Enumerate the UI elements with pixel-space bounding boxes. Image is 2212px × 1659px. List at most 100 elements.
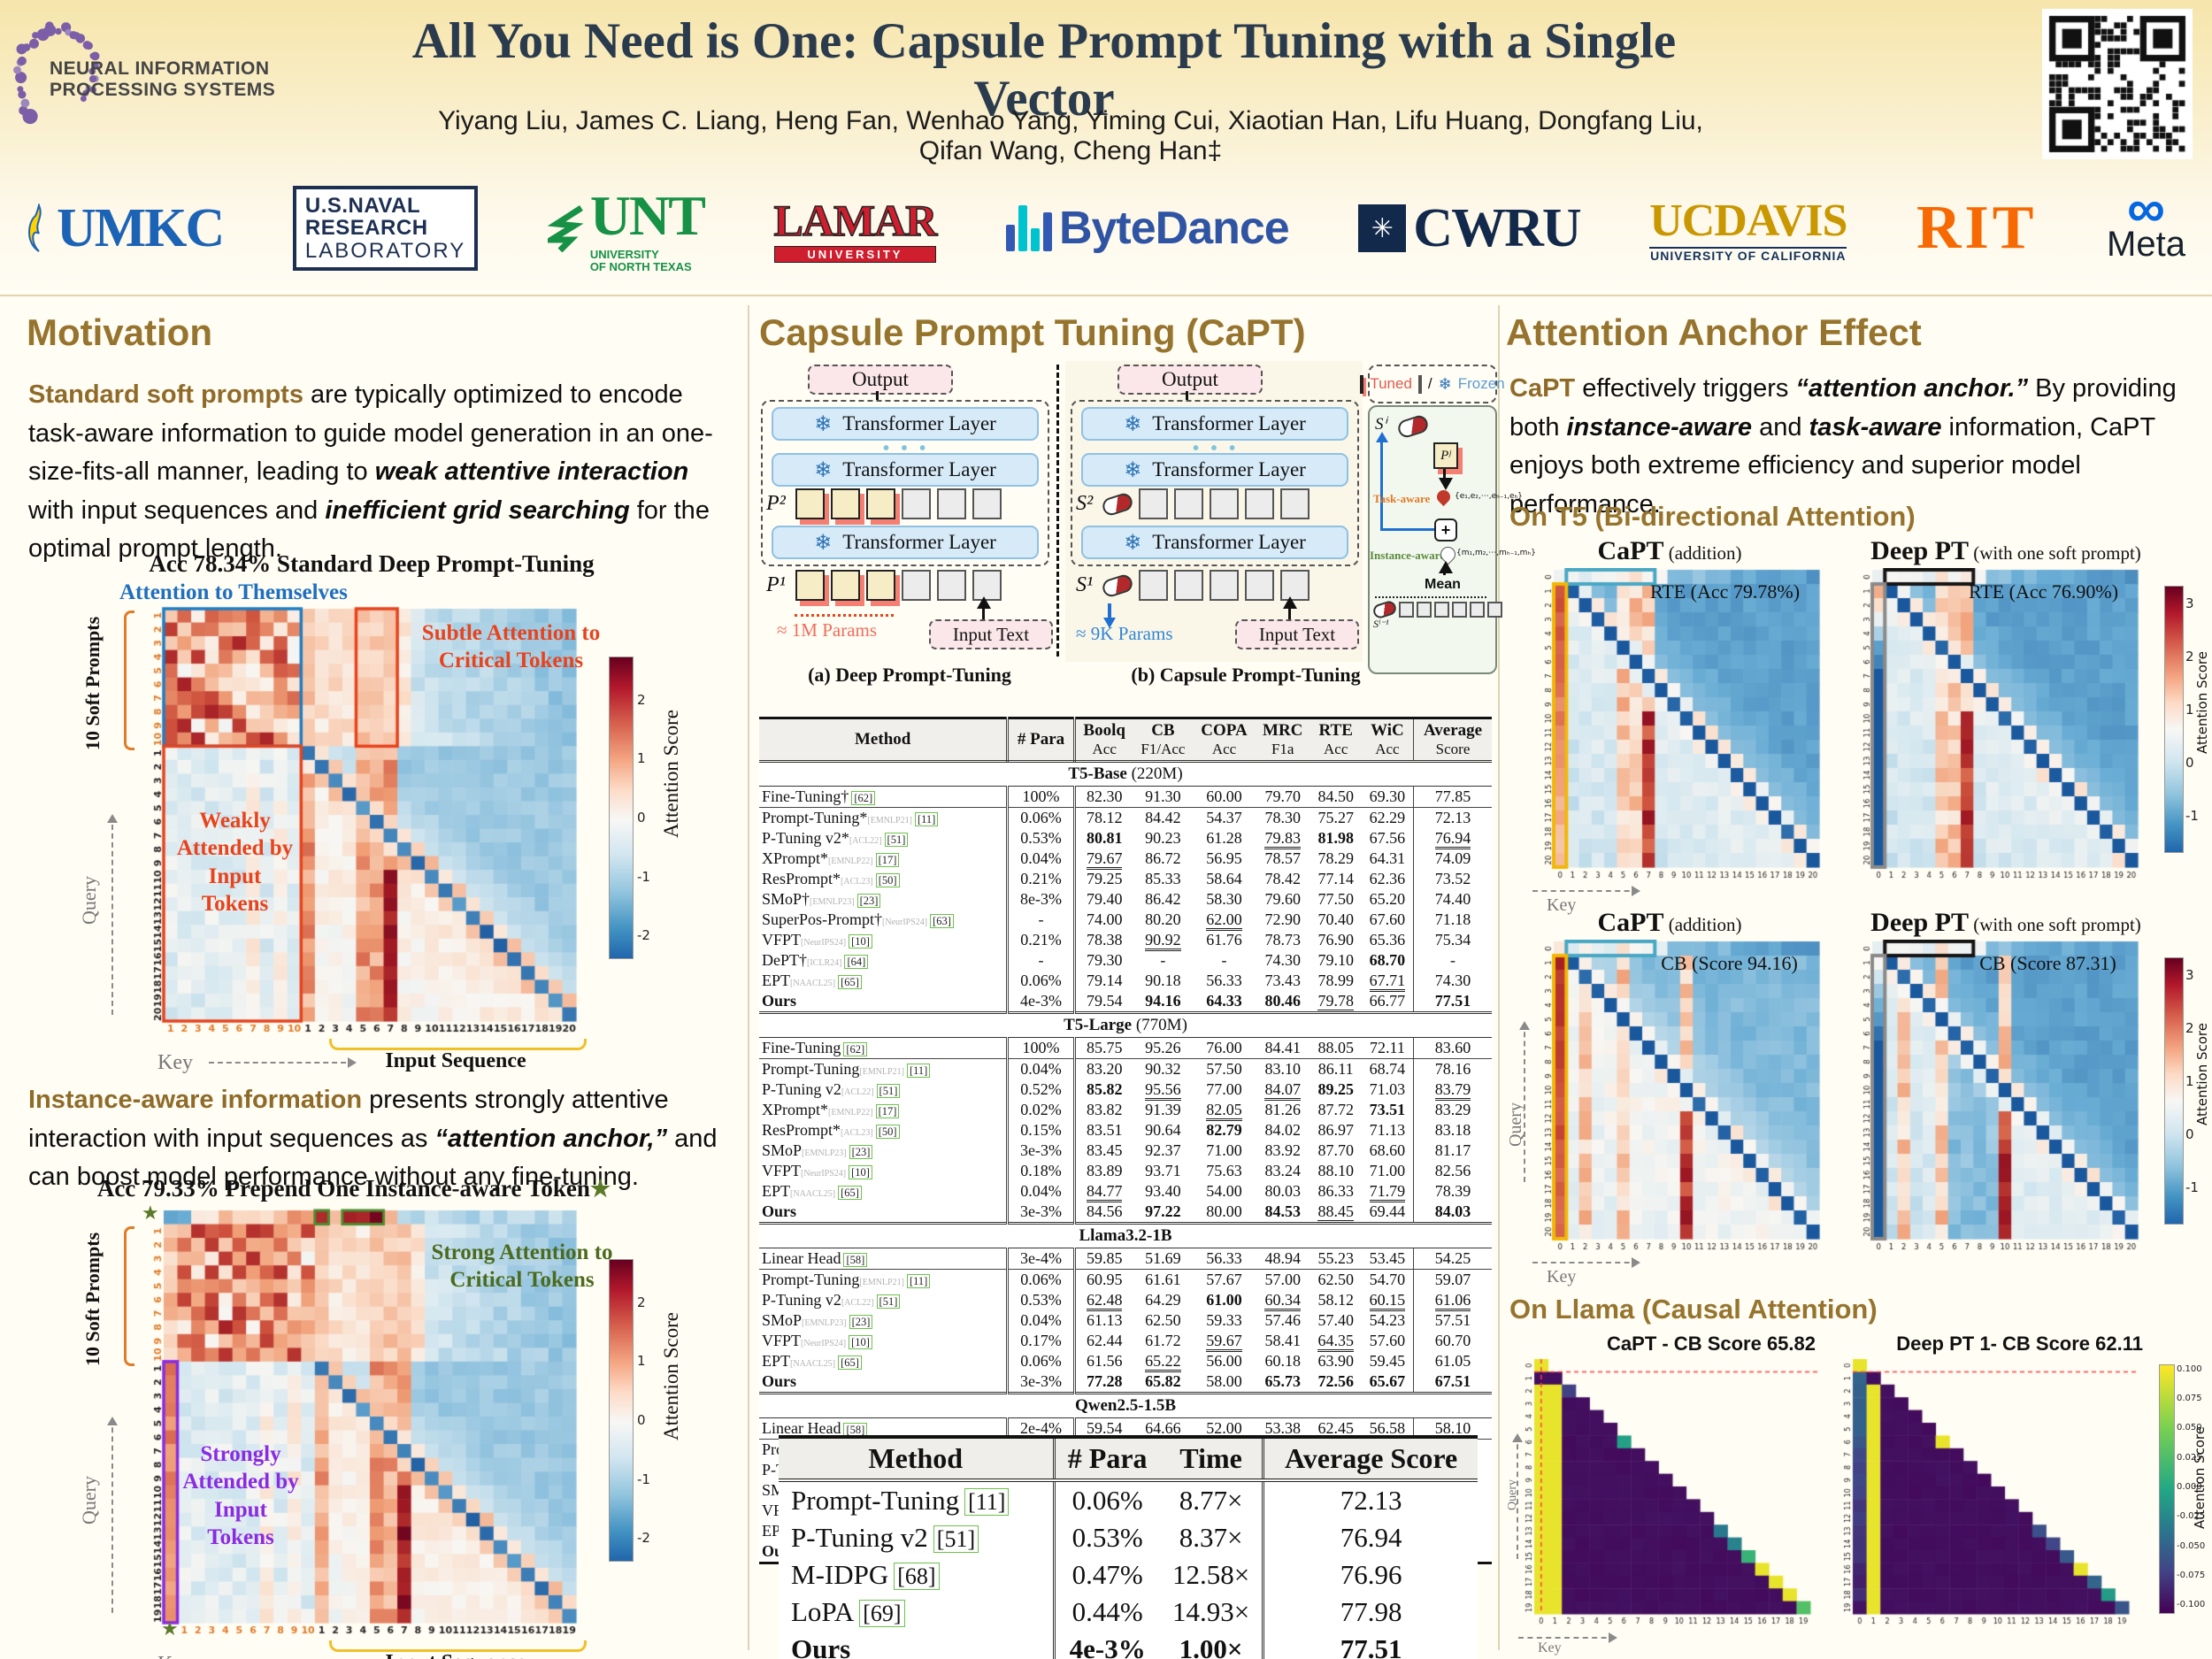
input-text-b: Input Text (1235, 619, 1359, 649)
down-arrowhead (1439, 478, 1453, 490)
tuned-token (865, 488, 895, 519)
logo-lamar: LAMAR UNIVERSITY (773, 195, 938, 263)
instance-set: {m₁,m₂,⋯,mₕ₋₁,mₕ} (1456, 549, 1536, 557)
figure2-title: Acc 79.33% Prepend One Instance-aware To… (96, 1175, 611, 1202)
colorbar-fig2 (609, 1259, 634, 1562)
params-a: ≈ 1M Params (777, 619, 878, 641)
frozen-token (1417, 602, 1432, 618)
table-row: SuperPos-Prompt†[NeurIPS24] [63] -74.00 80.… (759, 910, 1492, 931)
mean-label: Mean (1425, 577, 1461, 592)
neurips-line2: PROCESSING SYSTEMS (50, 80, 276, 101)
frozen-token (936, 570, 966, 601)
key-arrow (209, 1057, 357, 1068)
s1-token-row: S¹ (1076, 570, 1310, 601)
xlabel-key: Key (157, 1051, 193, 1074)
table-row: DePT†[ICLR24] [64] -79.30- -74.30 79.10 68.70… (759, 950, 1492, 971)
logo-umkc: UMKC (27, 197, 225, 260)
frozen-token (1139, 488, 1169, 519)
summary-table: Method # Para Time Average Score Prompt-Tuni… (779, 1435, 1478, 1659)
key-arrow-llama (1518, 1632, 1617, 1643)
table-row: ResPrompt*[ACL23] [50] 0.21% 79.25 85.33 58.6… (759, 869, 1492, 889)
table-row: Linear Head [58] 3e-4% 59.85 51.69 56.33 48.94… (759, 1248, 1492, 1270)
xlabel-key-t5b: Key (1547, 1267, 1577, 1286)
input-sequence-brace-2 (329, 1640, 587, 1652)
transformer-layer: ❄ Transformer Layer (1081, 453, 1348, 487)
table-row: Fine-Tuning [62] 100% 85.75 95.26 76.00 84.41 8… (759, 1037, 1492, 1059)
frozen-token (901, 570, 931, 601)
qr-code (2042, 9, 2193, 159)
slash: / (1427, 375, 1432, 392)
blue-connector-h (1380, 528, 1435, 531)
tuned-token (865, 570, 895, 601)
prompt-brace (124, 611, 134, 750)
tuned-token (1360, 374, 1364, 394)
table-row: Prompt-Tuning*[EMNLP21] [11] 0.06% 78.12 84.… (759, 807, 1492, 828)
meta-infinity-icon: ∞ (2127, 178, 2165, 238)
table-row: XPrompt*[EMNLP22] [17] 0.04% 79.67 86.72 56.9… (759, 849, 1492, 870)
frozen-token (1434, 602, 1449, 618)
xlabel-input-sequence-2: Input Sequence (327, 1651, 584, 1659)
motivation-heading: Motivation (27, 311, 212, 353)
capsule-flow-box (1368, 405, 1497, 674)
logo-rit: RIT (1916, 194, 2038, 262)
colorbar-t5a (2164, 586, 2184, 853)
legend-box: Tuned / ❄ Frozen (1360, 365, 1505, 403)
frozen-token (1280, 488, 1310, 519)
capsule-icon (1100, 572, 1135, 599)
input-sequence-brace (329, 1039, 587, 1050)
table-row: SMoP[EMNLP23] [23] 0.04% 61.13 62.50 59.33 57.… (759, 1310, 1492, 1331)
heatmap-dpt-cb (1851, 940, 2148, 1263)
panel-divider (1056, 365, 1059, 657)
frozen-token (1417, 374, 1422, 394)
frozen-icon: ❄ (814, 412, 833, 436)
header-divider (0, 295, 2212, 296)
heatmap-standard-pt (137, 605, 580, 1048)
ylabel-query: Query (78, 876, 100, 925)
logo-cwru: ✳ CWRU (1358, 197, 1582, 260)
frozen-token (972, 570, 1002, 601)
table-row: P-Tuning v2[ACL22] [51] 0.52% 85.82 95.56 77.… (759, 1079, 1492, 1101)
sprev-token-row (1371, 599, 1502, 620)
capsule-arrow (1108, 603, 1111, 619)
frozen-token (1245, 570, 1275, 601)
unt-eagle-icon (547, 205, 583, 252)
s1-label: S¹ (1076, 573, 1094, 596)
key-arrow-t5b (1532, 1257, 1640, 1268)
anno-weakly-attended: Weakly Attended by Input Tokens (176, 809, 294, 916)
frozen-icon: ❄ (814, 458, 833, 482)
table-row: Fine-Tuning† [62] 100% 82.30 91.30 60.00 79.70… (759, 786, 1492, 808)
ylabel-soft-prompts-2: 10 Soft Prompts (81, 1232, 104, 1366)
star-icon-col: ★ (161, 1617, 179, 1640)
s2-token-row: S² (1076, 488, 1310, 519)
colorbar-llama (2159, 1364, 2175, 1614)
s2-label: S² (1076, 492, 1094, 515)
star-icon: ★ (589, 1176, 611, 1202)
arrow-stem (1186, 391, 1188, 400)
summary-row: Ours 4e-3% 1.00× 77.51 (779, 1631, 1478, 1659)
motivation-paragraph-2: Instance-aware information presents stro… (28, 1086, 718, 1191)
colorbar-label-llama: Attention Score (2192, 1426, 2208, 1530)
neurips-logo-text: NEURAL INFORMATION PROCESSING SYSTEMS (50, 58, 275, 101)
table-row: Ours 4e-3% 79.54 94.16 64.33 80.46 79.78 66.77 7… (759, 991, 1492, 1013)
frozen-icon: ❄ (1124, 412, 1142, 436)
dpt-rte-title: Deep PT (with one soft prompt) (1870, 536, 2141, 565)
query-arrow-2 (107, 1417, 118, 1613)
frozen-icon: ❄ (814, 531, 833, 555)
query-arrow-llama (1512, 1433, 1523, 1559)
task-aware-label: Task-aware (1373, 492, 1431, 505)
up-arrowhead (1439, 561, 1453, 573)
input-arrow-b (1283, 596, 1297, 609)
capt-diagram: Output ❄ Transformer Layer • • • ❄ Transfo… (759, 361, 1536, 711)
transformer-layer: ❄ Transformer Layer (772, 526, 1039, 559)
frozen-token (936, 488, 966, 519)
heatmap-llama-capt (1515, 1352, 1824, 1644)
sprev-label: Sˡ⁻¹ (1373, 618, 1389, 630)
logo-unt: UNT UNIVERSITY OF NORTH TEXAS (547, 183, 706, 274)
table-row: Ours 3e-3% 77.28 65.82 58.00 65.73 72.56 65.67 6… (759, 1371, 1492, 1394)
frozen-token (1452, 602, 1467, 618)
heatmap-capt-rte (1532, 568, 1830, 892)
table-row: Prompt-Tuning[EMNLP21] [11] 0.04% 83.20 90.3… (759, 1058, 1492, 1079)
table-row: VFPT[NeurIPS24] [10] 0.21% 78.38 90.92 61.76 7… (759, 930, 1492, 951)
table-row: XPrompt*[EMNLP22] [17] 0.02% 83.82 91.39 82.0… (759, 1100, 1492, 1121)
